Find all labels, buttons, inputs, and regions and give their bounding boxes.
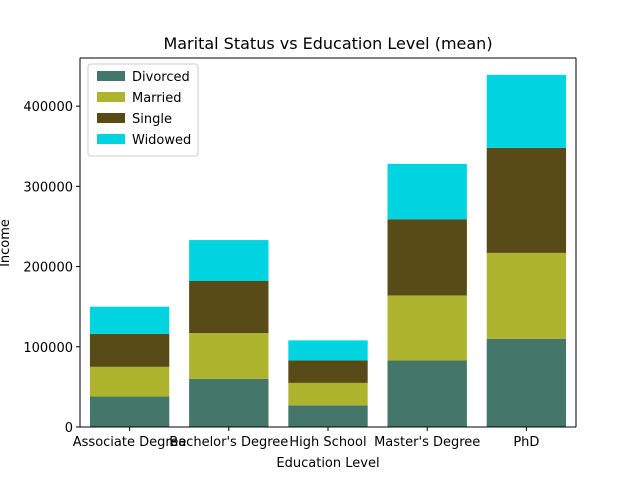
legend-frame <box>87 63 199 157</box>
bar-single-master-s-degree <box>387 219 467 296</box>
legend-label-divorced: Divorced <box>132 70 190 85</box>
bar-divorced-associate-degree <box>89 396 170 427</box>
bar-divorced-master-s-degree <box>387 360 467 427</box>
y-tick-label: 400000 <box>23 100 73 115</box>
bar-widowed-high-school <box>288 340 368 361</box>
bar-married-associate-degree <box>89 366 170 397</box>
bar-widowed-bachelor-s-degree <box>189 240 269 281</box>
legend-swatch-divorced <box>97 71 125 81</box>
bar-divorced-high-school <box>288 405 368 427</box>
bar-widowed-master-s-degree <box>387 163 467 220</box>
legend-label-single: Single <box>132 112 172 127</box>
x-tick-label: Bachelor's Degree <box>169 435 288 450</box>
x-tick-label: Master's Degree <box>374 435 480 450</box>
y-tick-label: 300000 <box>23 180 73 195</box>
y-tick-label: 200000 <box>23 261 73 276</box>
bar-married-high-school <box>288 382 368 406</box>
bar-single-phd <box>486 147 567 253</box>
bar-married-bachelor-s-degree <box>189 333 269 379</box>
bar-single-high-school <box>288 360 368 383</box>
legend-swatch-married <box>97 92 125 102</box>
bars-layer <box>89 74 567 427</box>
bar-married-master-s-degree <box>387 295 467 361</box>
bar-divorced-bachelor-s-degree <box>189 378 269 427</box>
bar-single-bachelor-s-degree <box>189 281 269 334</box>
y-axis-title: Income <box>0 219 13 267</box>
x-tick-label: Associate Degree <box>73 435 187 450</box>
bar-married-phd <box>486 252 567 339</box>
y-tick-label: 0 <box>65 421 73 436</box>
legend: Divorced Married Single Widowed <box>87 63 199 157</box>
legend-label-married: Married <box>132 91 182 106</box>
x-tick-label: High School <box>289 435 366 450</box>
x-axis-title: Education Level <box>276 456 379 471</box>
legend-label-widowed: Widowed <box>132 133 191 148</box>
bar-single-associate-degree <box>89 333 170 367</box>
chart-title: Marital Status vs Education Level (mean) <box>163 34 492 53</box>
axes-layer: 0 100000 200000 300000 400000 Associate Degre… <box>23 57 577 450</box>
bar-widowed-associate-degree <box>89 306 170 334</box>
legend-swatch-widowed <box>97 134 125 144</box>
x-tick-label: PhD <box>513 435 539 450</box>
legend-swatch-single <box>97 113 125 123</box>
bar-divorced-phd <box>486 338 567 427</box>
bar-widowed-phd <box>486 74 567 148</box>
y-tick-label: 100000 <box>23 341 73 356</box>
